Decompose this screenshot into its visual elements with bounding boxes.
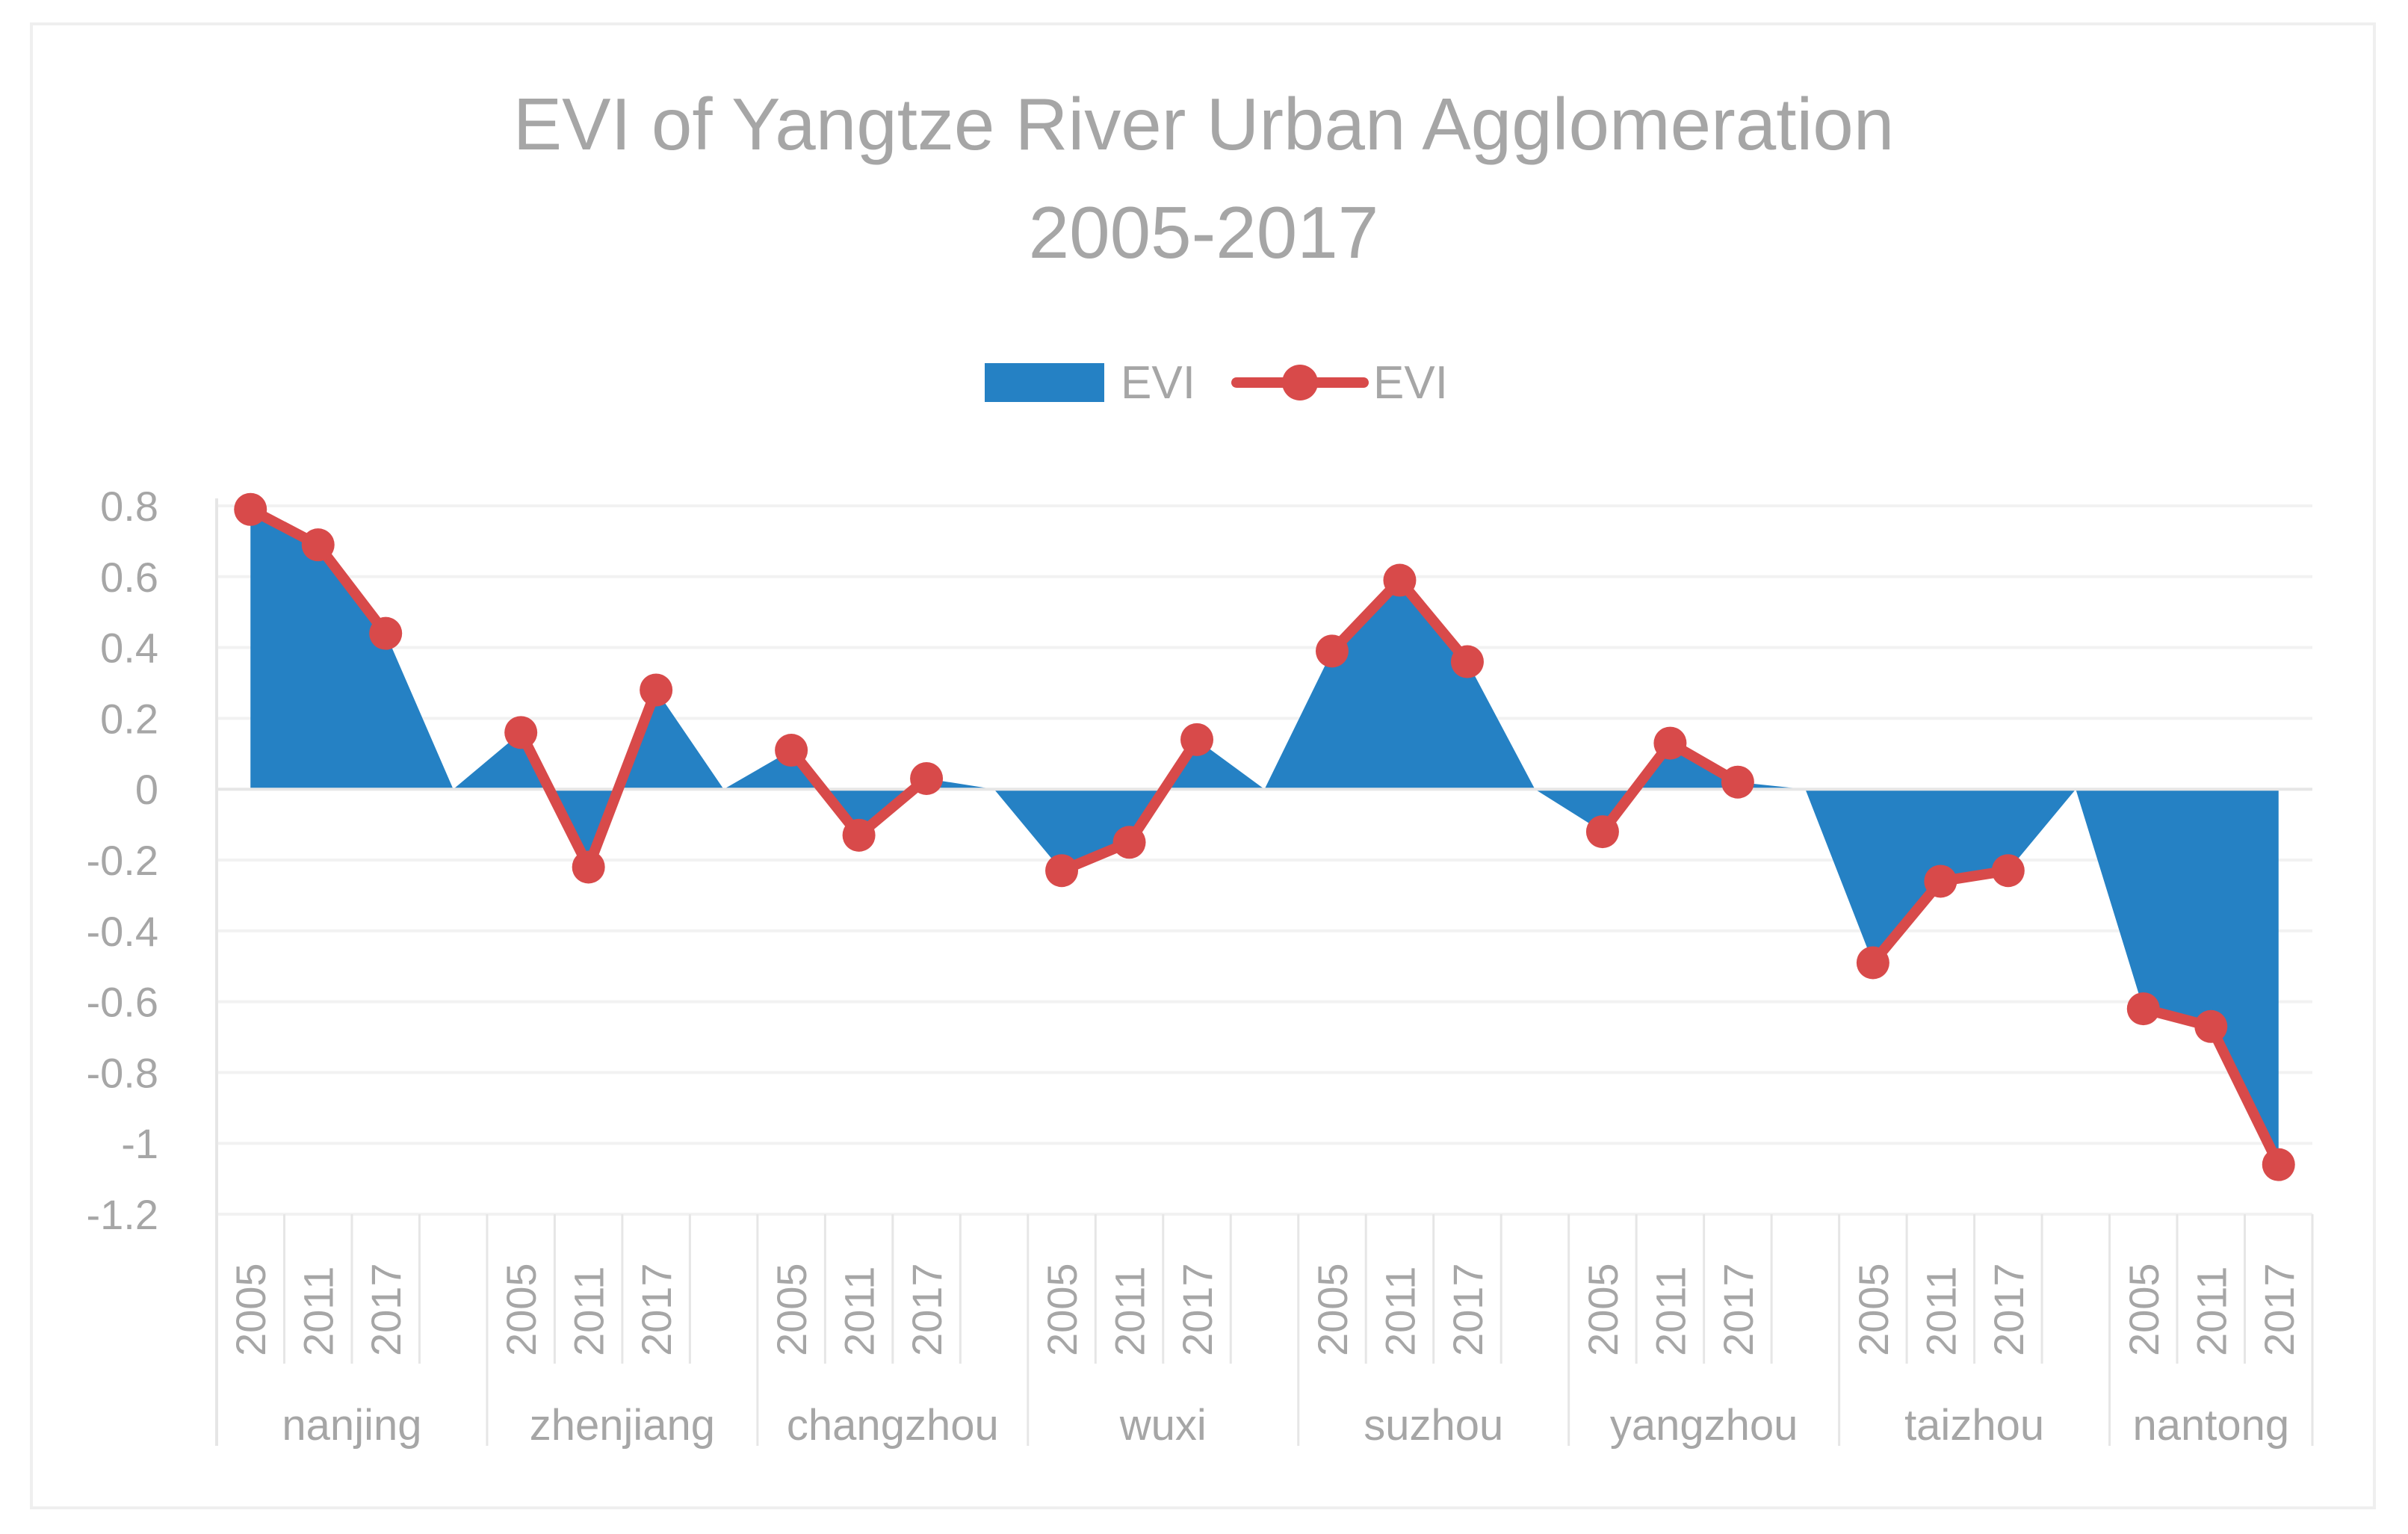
chart-title: EVI of Yangtze River Urban Agglomeration [513,83,1895,165]
evi-marker [504,716,538,749]
x-year-label: 2011 [836,1267,883,1356]
x-year-label: 2005 [1039,1263,1086,1356]
x-year-label: 2005 [2120,1263,2167,1356]
evi-marker [775,734,808,767]
evi-marker [1450,645,1484,678]
line-series [234,492,2295,1181]
x-city-label: wuxi [1119,1401,1207,1450]
x-year-label: 2011 [566,1267,613,1356]
x-year-label: 2005 [498,1263,545,1356]
evi-marker [1856,946,1889,980]
evi-marker [842,818,876,852]
evi-marker [1045,854,1079,888]
evi-marker [2194,1009,2228,1043]
y-tick-label: 0.6 [100,554,158,601]
legend-area-label: EVI [1121,357,1195,409]
x-city-label: suzhou [1364,1401,1503,1450]
evi-area [250,509,2279,1165]
y-axis-ticks: 0.8 0.6 0.4 0.2 0 -0.2 -0.4 -0.6 -0.8 -1 -1.2 [87,483,159,1238]
y-tick-label: -1 [121,1120,158,1167]
x-city-label: nantong [2132,1401,2289,1450]
y-tick-label: 0.2 [100,695,158,742]
x-year-label: 2011 [2188,1267,2235,1356]
x-year-label: 2011 [1647,1267,1694,1356]
evi-marker [1653,726,1687,760]
evi-marker [2262,1148,2295,1181]
legend-line-marker [1282,365,1318,400]
x-year-label: 2017 [1715,1263,1762,1356]
x-year-label: 2017 [903,1263,950,1356]
evi-marker [910,761,944,795]
x-year-label: 2017 [1985,1263,2032,1356]
y-tick-label: 0.8 [100,483,158,530]
x-year-label: 2017 [362,1263,409,1356]
y-tick-label: -0.2 [87,837,159,884]
x-city-label: changzhou [787,1401,999,1450]
x-year-label: 2011 [1917,1267,1964,1356]
chart-subtitle: 2005-2017 [1029,191,1379,273]
x-year-label: 2017 [2256,1263,2303,1356]
y-tick-label: 0 [135,766,158,813]
area-series [250,509,2279,1165]
x-year-label: 2005 [227,1263,274,1356]
x-year-label: 2011 [1376,1267,1423,1356]
evi-marker [640,673,673,707]
legend-area-swatch [985,363,1104,402]
x-year-label: 2005 [1850,1263,1897,1356]
x-city-label: yangzhou [1610,1401,1798,1450]
legend: EVI EVI [985,357,1448,409]
x-city-label: zhenjiang [530,1401,715,1450]
x-city-label: nanjing [282,1401,421,1450]
axes [215,498,2314,1446]
y-tick-label: 0.4 [100,625,158,672]
x-year-label: 2005 [1579,1263,1627,1356]
x-city-label: taizhou [1904,1401,2044,1450]
legend-line-label: EVI [1373,357,1448,409]
evi-marker [1721,765,1754,799]
evi-marker [1991,854,2025,888]
evi-marker [1924,865,1957,898]
x-year-label: 2005 [1309,1263,1356,1356]
evi-marker [2126,992,2160,1026]
x-year-label: 2011 [295,1267,342,1356]
x-year-label: 2011 [1106,1267,1154,1356]
x-year-label: 2017 [1174,1263,1221,1356]
evi-marker [301,528,335,562]
y-tick-label: -0.6 [87,979,159,1026]
y-tick-label: -0.4 [87,908,159,955]
evi-marker [369,616,403,650]
x-year-label: 2017 [633,1263,680,1356]
x-year-label: 2005 [768,1263,815,1356]
evi-marker [1383,563,1417,597]
y-tick-label: -0.8 [87,1049,159,1096]
evi-marker [1315,634,1349,668]
evi-marker [1585,815,1619,849]
x-axis-labels: 2005 2011 2017 2005 2011 2017 2005 2011 2017 2005… [227,1263,2303,1450]
evi-marker [572,850,605,884]
evi-marker [1180,723,1214,756]
evi-marker [234,492,267,526]
evi-marker [1112,826,1146,859]
y-tick-label: -1.2 [87,1191,159,1238]
x-year-label: 2017 [1444,1263,1491,1356]
